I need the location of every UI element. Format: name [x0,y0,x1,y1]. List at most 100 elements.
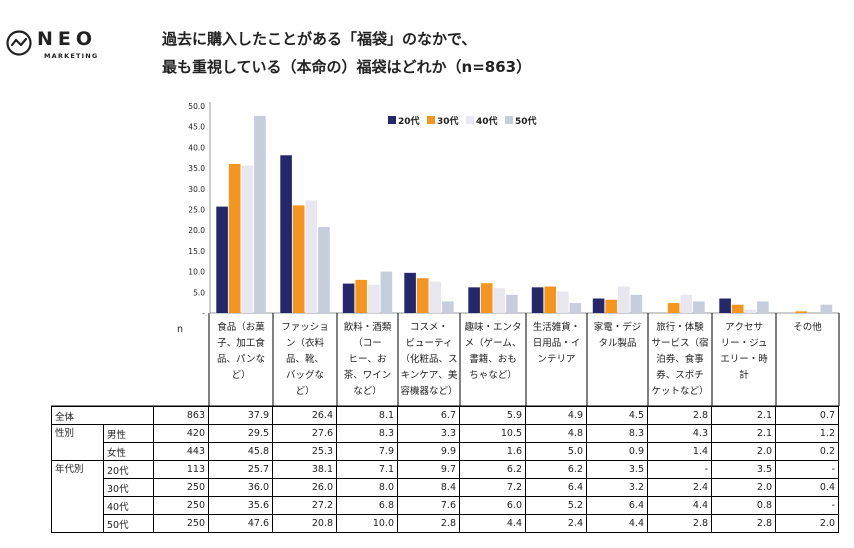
table-cell: 35.6 [208,496,273,515]
bar [442,301,454,313]
table-cell: 2.8 [397,514,460,533]
data-table: 全体 863 37.9 26.4 8.1 6.7 5.9 4.9 4.5 2.8 2.1 0.7 性別男… [51,406,839,533]
category-label: コスメ・ [410,322,448,333]
table-cell: 25.3 [272,442,337,461]
bar [342,283,355,313]
y-tick-label: 15.0 [188,247,205,256]
category-label: その他 [793,321,822,333]
table-cell: 4.4 [459,514,526,533]
table-cell: 5.0 [525,442,587,461]
category-label: リー・ジュ [721,338,768,349]
table-cell: 27.6 [272,424,337,443]
bar [667,303,680,313]
table-cell: 4.5 [586,406,648,425]
n-cell: 250 [153,496,209,515]
category-label: 日用品・イ [533,338,581,349]
bar [280,155,292,313]
category-label: 書籍、おも [469,353,517,365]
category-label: 品、パンな [217,354,265,365]
bar [719,298,731,313]
category-label: ど） [231,369,250,381]
n-column-label: n [177,324,183,335]
category-label: など） [353,385,382,397]
table-cell: 9.7 [397,460,460,479]
table-row: 性別 男性 420 29.5 27.6 8.3 3.3 10.5 4.8 8.3 4.3 2.1 1.2 [51,424,839,461]
category-label: （化粧品、ス [400,353,457,365]
legend-label: 50代 [515,115,537,127]
row-label: 40代 [103,496,154,515]
category-label: ヒー、お [349,354,387,365]
category-label: ンテリア [537,354,575,365]
table-cell: 8.3 [586,424,648,443]
table-cell: 2.4 [647,478,712,497]
bar [795,311,807,313]
bar [531,287,544,313]
category-label: 家電・デジ [594,321,642,333]
table-cell: 4.4 [586,514,648,533]
table-cell: 8.0 [336,478,398,497]
legend-label: 20代 [398,115,420,127]
brand-name: NEO [37,28,98,50]
table-cell: 8.1 [336,406,398,425]
table-cell: 26.0 [272,478,337,497]
table-cell: 10.5 [459,424,526,443]
table-cell: 27.2 [272,496,337,515]
table-cell: 36.0 [208,478,273,497]
table-cell: 5.2 [525,496,587,515]
category-label: 食品（お菓 [217,321,265,333]
table-cell: 38.1 [272,460,337,479]
table-cell: 4.3 [647,424,712,443]
table-cell: 10.0 [336,514,398,533]
table-cell: 0.9 [586,442,648,461]
table-row: 40代 250 35.6 27.2 6.8 7.6 6.0 5.2 6.4 4.4 0.8- [52,496,839,515]
y-tick-label: 35.0 [188,164,205,173]
category-label: ケットなど） [651,385,708,397]
y-tick-label: 10.0 [188,268,205,277]
n-cell: 420 [153,424,209,443]
bar [318,226,330,313]
bar [744,309,757,313]
row-label: 全体 [51,406,154,425]
table-cell: - [775,496,839,515]
category-label: 生活雑貨・ [533,321,581,333]
table-row: 女性 443 45.8 25.3 7.9 9.9 1.6 5.0 0.9 1.4 2.0 0.2 [52,442,839,461]
chart-title-line1: 過去に購入したことがある「福袋」のなかで、 [162,30,477,48]
table-cell: 0.8 [711,496,776,515]
category-label: 品、靴、 [286,353,324,365]
row-label: 男性 [103,424,154,443]
table-cell: 47.6 [208,514,273,533]
legend-swatch [388,116,396,124]
bar [693,301,705,313]
table-cell: 2.0 [711,478,776,497]
table-cell: 2.8 [647,514,712,533]
y-tick-label: 25.0 [188,206,205,215]
bar [630,294,643,313]
brand-sub: MARKETING [44,52,99,60]
category-label: エリー・時 [720,354,768,365]
category-label: 泊券、食事 [656,353,704,365]
category-label: 飲料・酒類 [344,321,392,333]
row-label: 女性 [103,442,154,461]
table-cell: 2.1 [711,424,776,443]
table-cell: 4.8 [525,424,587,443]
y-tick-label: - [202,309,205,318]
bar [605,299,617,313]
category-label: ちゃなど） [469,369,517,381]
table-cell: 3.3 [397,424,460,443]
y-tick-label: 40.0 [188,143,205,152]
bar [569,303,582,313]
table-cell: 1.4 [647,442,712,461]
n-cell: 863 [153,406,209,425]
table-row: 年代別 20代 113 25.7 38.1 7.1 9.7 6.2 6.2 3.5-3.5- [51,460,839,533]
table-cell: 8.4 [397,478,460,497]
table-cell: 1.2 [775,424,839,443]
table-cell: 4.4 [647,496,712,515]
table-cell: 7.9 [336,442,398,461]
bar [355,279,367,313]
table-cell: 6.0 [459,496,526,515]
table-cell: 37.9 [208,406,273,425]
bar [241,165,254,313]
table-cell: 26.4 [272,406,337,425]
bar [380,271,393,313]
legend-label: 40代 [476,115,498,127]
